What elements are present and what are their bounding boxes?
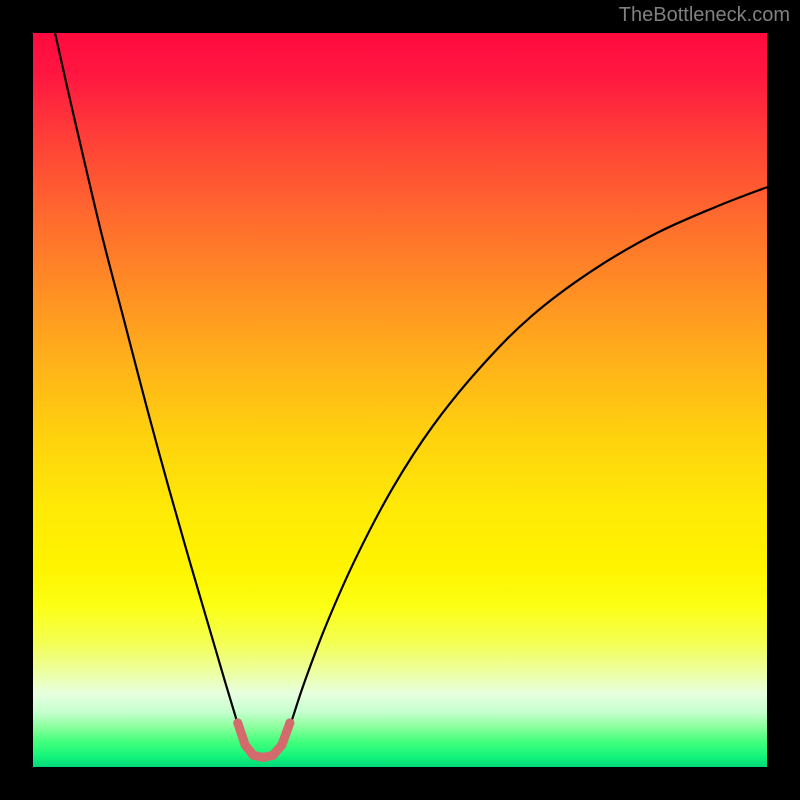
- chart-container: TheBottleneck.com: [0, 0, 800, 800]
- bottleneck-curve-chart: [0, 0, 800, 800]
- optimal-point-dot: [277, 740, 286, 749]
- gradient-background: [33, 33, 767, 767]
- watermark-label: TheBottleneck.com: [619, 4, 790, 27]
- optimal-point-dot: [269, 751, 278, 760]
- optimal-point-dot: [241, 740, 250, 749]
- optimal-point-dot: [258, 753, 267, 762]
- optimal-point-dot: [233, 718, 242, 727]
- optimal-point-dot: [249, 751, 258, 760]
- optimal-point-dot: [285, 718, 294, 727]
